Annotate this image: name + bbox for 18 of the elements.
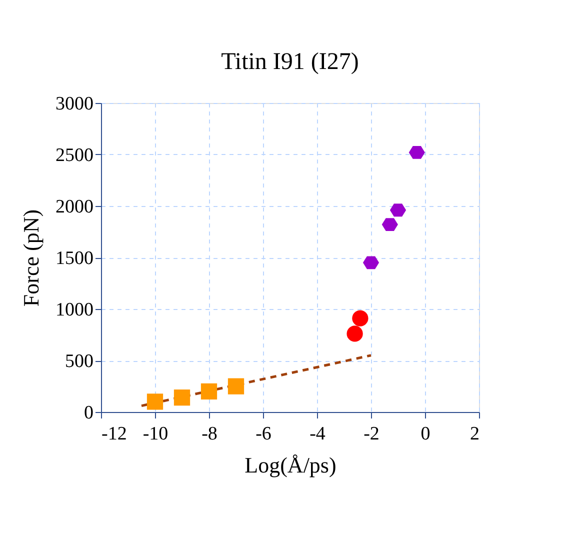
x-tick-label: -2 — [364, 424, 380, 444]
y-axis-title: Force (pN) — [18, 209, 44, 307]
x-tick-label: -10 — [142, 424, 168, 444]
y-tick-label: 2500 — [56, 145, 94, 166]
y-tick-label: 1000 — [56, 300, 94, 320]
y-tick-label: 3000 — [56, 94, 94, 114]
y-tick-label: 0 — [84, 402, 94, 424]
x-tick-label: 2 — [470, 424, 480, 444]
x-tick-label: -6 — [256, 424, 272, 444]
x-tick-label: -8 — [202, 424, 218, 444]
chart-title: Titin I91 (I27) — [221, 49, 359, 75]
x-axis-title: Log(Å/ps) — [244, 452, 336, 478]
x-tick-label: -4 — [310, 424, 326, 444]
y-tick-label: 2000 — [56, 196, 94, 218]
x-tick-label: -12 — [102, 424, 127, 444]
y-tick-label: 500 — [65, 351, 94, 372]
y-tick-label: 1500 — [56, 248, 94, 269]
x-tick-label: 0 — [420, 424, 430, 444]
